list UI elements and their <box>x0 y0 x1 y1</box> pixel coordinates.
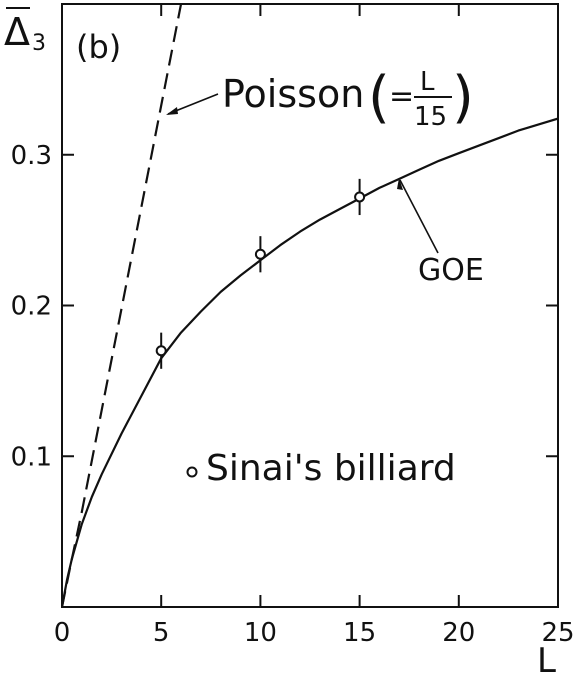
sinai-data-point <box>155 345 167 357</box>
goe-label: GOE <box>418 253 484 288</box>
x-tick-label: 0 <box>54 618 71 648</box>
y-axis-label-sub: 3 <box>32 31 46 56</box>
sinai-data-point <box>254 248 266 260</box>
y-tick-label: 0.2 <box>11 292 52 322</box>
poisson-paren-close: ) <box>452 65 474 130</box>
annotations: (b) Δ 3 L Poisson ( = L 15 ) GOE Sinai's… <box>4 7 556 679</box>
poisson-label: Poisson <box>222 72 364 116</box>
poisson-frac-den: 15 <box>414 102 447 132</box>
goe-pointer-head <box>397 178 403 190</box>
sinai-data-point <box>354 191 366 203</box>
x-tick-label: 25 <box>541 618 574 648</box>
poisson-line <box>62 4 183 607</box>
x-tick-label: 5 <box>153 618 170 648</box>
ticks: 0 5 10 15 20 25 0.1 0.2 0.3 <box>11 4 575 648</box>
y-axis-label-main: Δ <box>4 10 30 54</box>
x-tick-label: 20 <box>442 618 475 648</box>
poisson-paren-open: ( <box>368 65 390 130</box>
y-tick-label: 0.1 <box>11 442 52 472</box>
goe-curve <box>62 117 558 607</box>
y-tick-label: 0.3 <box>11 141 52 171</box>
poisson-eq: = <box>389 79 414 114</box>
x-tick-label: 10 <box>244 618 277 648</box>
legend-label-sinai: Sinai's billiard <box>206 448 456 489</box>
x-tick-label: 15 <box>343 618 376 648</box>
x-axis-label: L <box>537 641 556 679</box>
series <box>62 4 558 607</box>
panel-label: (b) <box>76 28 121 66</box>
goe-pointer <box>399 179 439 254</box>
poisson-pointer-head <box>166 107 178 115</box>
legend-marker-sinai <box>186 466 198 478</box>
poisson-frac-num: L <box>420 67 435 97</box>
